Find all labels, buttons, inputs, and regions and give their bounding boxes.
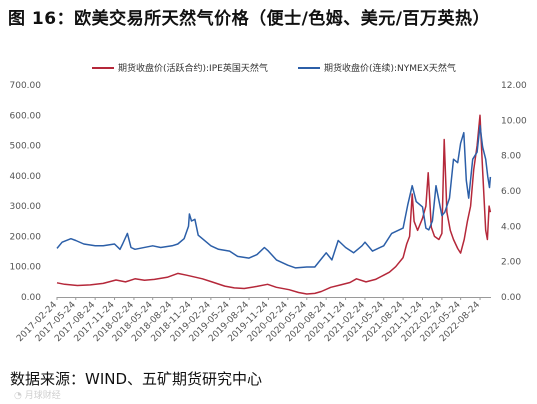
y-axis-right: 0.00 2.00 4.00 6.00 8.00 10.00 12.00 <box>501 81 527 303</box>
y-right-tick-label: 0.00 <box>501 293 521 303</box>
y-left-tick-label: 100.00 <box>10 263 42 273</box>
x-axis: 2017-02-242017-05-242017-08-242017-11-24… <box>15 297 491 344</box>
series-line-ipe-uk-gas <box>56 114 492 295</box>
y-axis-left: 0.00 100.00 200.00 300.00 400.00 500.00 600.00… <box>10 81 42 303</box>
series-line-nymex-gas <box>56 124 492 269</box>
y-right-tick-label: 6.00 <box>501 187 521 197</box>
y-left-tick-label: 0.00 <box>21 293 41 303</box>
legend-label: 期货收盘价(连续):NYMEX天然气 <box>324 62 456 74</box>
y-right-tick-label: 10.00 <box>501 116 527 126</box>
chart-svg: 期货收盘价(活跃合约):IPE英国天然气 期货收盘价(连续):NYMEX天然气 0… <box>10 62 528 344</box>
y-left-tick-label: 600.00 <box>10 111 42 121</box>
figure-title: 图 16：欧美交易所天然气价格（便士/色姆、美元/百万英热） <box>8 9 490 29</box>
y-right-tick-label: 4.00 <box>501 222 521 232</box>
series-layer <box>56 114 492 295</box>
y-left-tick-label: 500.00 <box>10 142 42 152</box>
watermark-logo: ◔ 月球财经 <box>14 391 61 401</box>
y-right-tick-label: 2.00 <box>501 258 521 268</box>
source-note: 数据来源：WIND、五矿期货研究中心 <box>10 370 263 388</box>
y-right-tick-label: 8.00 <box>501 152 521 162</box>
y-left-tick-label: 200.00 <box>10 232 42 242</box>
y-left-tick-label: 300.00 <box>10 202 42 212</box>
y-right-tick-label: 12.00 <box>501 81 527 91</box>
y-left-tick-label: 700.00 <box>10 81 42 91</box>
y-left-tick-label: 400.00 <box>10 172 42 182</box>
legend-label: 期货收盘价(活跃合约):IPE英国天然气 <box>118 62 268 74</box>
legend: 期货收盘价(活跃合约):IPE英国天然气 期货收盘价(连续):NYMEX天然气 <box>92 62 456 74</box>
